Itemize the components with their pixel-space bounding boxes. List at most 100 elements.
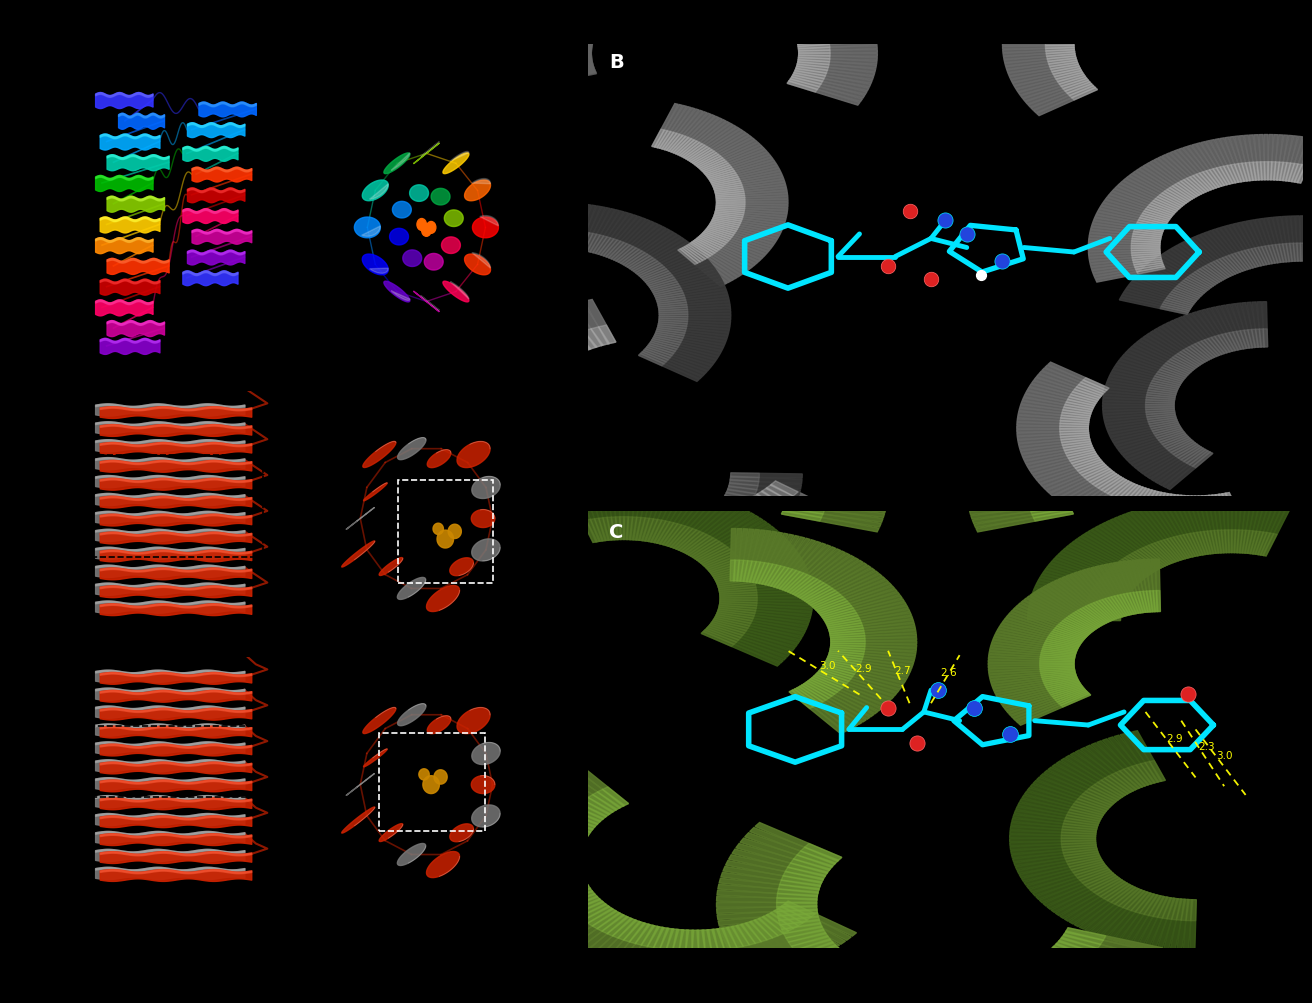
Polygon shape	[1241, 251, 1256, 269]
Polygon shape	[556, 823, 590, 835]
Polygon shape	[830, 639, 865, 642]
Polygon shape	[1054, 581, 1109, 623]
Polygon shape	[526, 423, 562, 441]
Polygon shape	[1231, 356, 1265, 415]
Polygon shape	[504, 430, 531, 442]
Polygon shape	[1050, 583, 1107, 624]
Polygon shape	[513, 59, 592, 64]
Polygon shape	[1224, 531, 1229, 553]
Polygon shape	[829, 653, 913, 666]
Polygon shape	[1005, 57, 1076, 67]
Polygon shape	[560, 50, 592, 52]
Polygon shape	[1018, 0, 1085, 15]
Polygon shape	[754, 0, 806, 3]
Polygon shape	[676, 117, 719, 155]
Polygon shape	[787, 575, 811, 594]
Polygon shape	[542, 504, 586, 545]
Polygon shape	[648, 928, 674, 980]
Polygon shape	[779, 440, 875, 464]
Polygon shape	[1143, 547, 1168, 567]
Polygon shape	[1090, 256, 1161, 265]
Polygon shape	[577, 486, 604, 542]
Polygon shape	[534, 784, 606, 819]
Polygon shape	[785, 574, 807, 593]
Polygon shape	[789, 488, 888, 493]
Polygon shape	[1155, 543, 1177, 563]
Polygon shape	[1140, 217, 1168, 225]
Polygon shape	[488, 518, 546, 551]
Polygon shape	[1060, 551, 1140, 584]
Polygon shape	[1013, 403, 1096, 443]
Polygon shape	[551, 0, 614, 14]
Polygon shape	[1017, 400, 1098, 441]
Polygon shape	[701, 632, 735, 647]
Polygon shape	[676, 531, 719, 572]
Polygon shape	[475, 404, 559, 444]
Polygon shape	[819, 669, 851, 682]
Polygon shape	[564, 765, 625, 808]
Polygon shape	[830, 647, 865, 652]
Polygon shape	[1197, 174, 1214, 191]
Polygon shape	[690, 516, 758, 558]
Polygon shape	[598, 239, 614, 256]
Polygon shape	[1189, 387, 1195, 411]
Polygon shape	[697, 238, 722, 251]
Polygon shape	[693, 355, 728, 415]
Polygon shape	[1102, 361, 1148, 418]
Text: 3.0: 3.0	[819, 661, 836, 671]
Polygon shape	[1103, 409, 1174, 414]
Polygon shape	[656, 332, 726, 345]
Polygon shape	[1042, 384, 1113, 432]
Polygon shape	[472, 180, 491, 185]
Polygon shape	[1051, 686, 1084, 697]
Polygon shape	[1218, 531, 1224, 554]
Polygon shape	[1173, 495, 1186, 541]
Polygon shape	[1093, 264, 1164, 277]
Polygon shape	[1124, 895, 1161, 945]
Polygon shape	[1118, 562, 1148, 578]
Polygon shape	[1060, 472, 1117, 505]
Polygon shape	[795, 69, 827, 77]
Polygon shape	[1225, 493, 1237, 512]
Polygon shape	[1030, 466, 1071, 475]
Polygon shape	[745, 832, 836, 868]
Polygon shape	[979, 441, 1075, 465]
Polygon shape	[575, 233, 585, 251]
Polygon shape	[1088, 604, 1111, 623]
Polygon shape	[623, 252, 646, 267]
Polygon shape	[584, 234, 597, 252]
Polygon shape	[1043, 645, 1077, 652]
Polygon shape	[1075, 387, 1102, 398]
Polygon shape	[659, 107, 691, 149]
Polygon shape	[782, 546, 830, 592]
Polygon shape	[656, 287, 726, 301]
Polygon shape	[657, 537, 674, 555]
Polygon shape	[828, 655, 912, 669]
Polygon shape	[1190, 496, 1195, 542]
Polygon shape	[1030, 384, 1097, 404]
Polygon shape	[556, 406, 585, 428]
Polygon shape	[698, 548, 731, 564]
Polygon shape	[1263, 372, 1312, 425]
Polygon shape	[1216, 260, 1236, 276]
Polygon shape	[1143, 336, 1199, 368]
Polygon shape	[571, 762, 628, 806]
Polygon shape	[718, 609, 754, 616]
Polygon shape	[719, 588, 757, 593]
Polygon shape	[823, 664, 857, 675]
Circle shape	[417, 220, 426, 231]
Polygon shape	[806, 569, 875, 605]
Polygon shape	[1122, 558, 1152, 576]
Polygon shape	[657, 519, 666, 564]
Polygon shape	[786, 12, 815, 25]
Polygon shape	[596, 213, 628, 255]
Polygon shape	[1153, 329, 1206, 364]
Polygon shape	[1286, 244, 1292, 263]
Polygon shape	[1229, 333, 1241, 351]
Polygon shape	[1198, 387, 1206, 411]
Polygon shape	[1170, 899, 1186, 952]
Polygon shape	[707, 542, 791, 572]
Polygon shape	[516, 32, 593, 43]
Polygon shape	[714, 186, 743, 192]
Polygon shape	[1064, 423, 1098, 441]
